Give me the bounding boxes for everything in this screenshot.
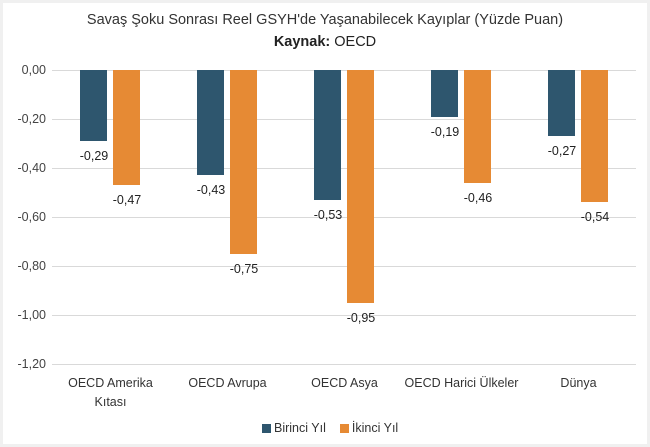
gridline: [52, 266, 636, 267]
data-label: -0,54: [580, 210, 610, 225]
data-label: -0,29: [79, 149, 109, 164]
y-tick-label: 0,00: [21, 63, 46, 77]
bar-2-5: [581, 70, 608, 203]
data-label: -0,95: [346, 310, 376, 325]
y-tick-label: -0,80: [17, 259, 47, 273]
gridline: [52, 70, 636, 71]
bar-1-5: [548, 70, 575, 137]
source-label: Kaynak:: [273, 34, 331, 50]
data-label: -0,27: [547, 144, 577, 159]
y-tick-label: -1,00: [17, 308, 47, 322]
bar-2-4: [464, 70, 491, 183]
gridline: [52, 315, 636, 316]
x-category-label: OECD Harici Ülkeler: [404, 376, 519, 390]
bar-2-1: [113, 70, 140, 186]
bar-1-4: [431, 70, 458, 117]
source-value: OECD: [334, 34, 377, 50]
bar-1-1: [80, 70, 107, 142]
y-tick-label: -0,40: [17, 161, 47, 175]
data-label: -0,46: [463, 190, 493, 205]
legend: Birinci Yıl İkinci Yıl: [262, 421, 412, 435]
bar-2-3: [347, 70, 374, 303]
x-category-label: OECD Avrupa: [188, 376, 267, 390]
x-category-label: OECD Amerika Kıtası: [68, 376, 153, 409]
data-label: -0,47: [112, 193, 142, 208]
y-tick-label: -1,20: [17, 357, 47, 371]
y-tick-label: -0,20: [17, 112, 47, 126]
legend-item-series-1: Birinci Yıl: [262, 421, 326, 435]
data-label: -0,53: [313, 207, 343, 222]
x-category-label: OECD Asya: [311, 376, 378, 390]
bar-1-2: [197, 70, 224, 176]
chart-subtitle: Kaynak: OECD: [0, 34, 650, 50]
gridline: [52, 168, 636, 169]
y-tick-label: -0,60: [17, 210, 47, 224]
gridline: [52, 364, 636, 365]
legend-item-series-2: İkinci Yıl: [339, 421, 398, 435]
x-category-label: Dünya: [560, 376, 597, 390]
gridline: [52, 217, 636, 218]
gridline: [52, 119, 636, 120]
legend-swatch-icon: [262, 423, 271, 433]
data-label: -0,19: [430, 124, 460, 139]
chart-title: Savaş Şoku Sonrası Reel GSYH'de Yaşanabi…: [86, 12, 564, 28]
data-label: -0,43: [196, 183, 226, 198]
bar-2-2: [230, 70, 257, 254]
bar-1-3: [314, 70, 341, 200]
data-label: -0,75: [229, 261, 259, 276]
legend-swatch-icon: [339, 423, 349, 433]
